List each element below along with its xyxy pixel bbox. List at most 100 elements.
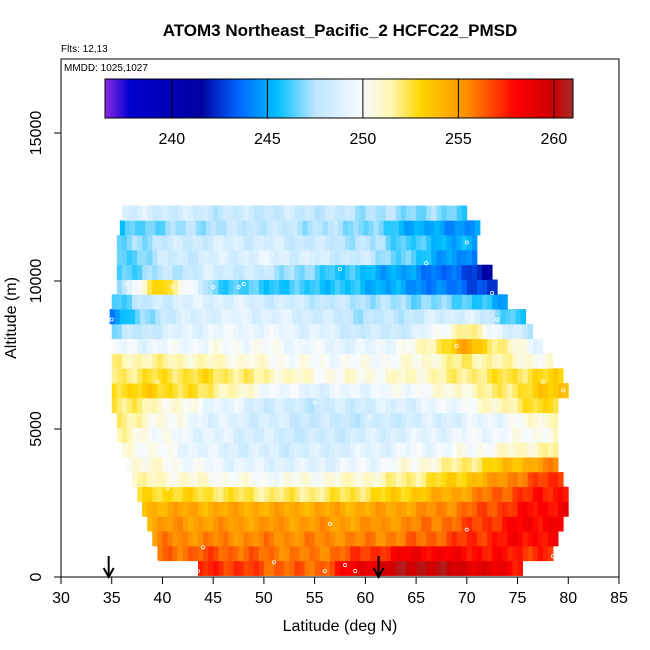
heat-cell: [324, 323, 331, 340]
heat-cell: [142, 442, 148, 458]
heat-cell: [208, 531, 214, 547]
heat-cell: [304, 264, 310, 280]
heat-cell: [299, 279, 305, 295]
heat-cell: [258, 545, 265, 562]
heat-cell: [487, 264, 493, 280]
heat-cell: [233, 235, 239, 251]
heat-cell: [497, 353, 503, 369]
heat-cell: [446, 457, 452, 473]
heat-cell: [482, 457, 488, 473]
heat-cell: [411, 545, 417, 562]
heat-cell: [416, 323, 422, 340]
heat-cell: [248, 427, 255, 443]
heat-cell: [373, 220, 379, 236]
heat-cell: [451, 457, 458, 473]
heat-cell: [340, 338, 346, 354]
heat-cell: [274, 516, 280, 532]
heat-cell: [322, 309, 329, 325]
heat-cell: [142, 397, 148, 414]
heat-cell: [390, 338, 397, 354]
heat-cell: [248, 501, 255, 517]
heat-cell: [177, 442, 184, 458]
x-tick-label: 45: [204, 590, 222, 607]
heat-cell: [461, 264, 468, 280]
heat-cell: [165, 309, 171, 325]
heat-cell: [304, 545, 310, 562]
heat-cell: [553, 397, 559, 414]
heat-cell: [142, 412, 148, 428]
heat-cell: [228, 397, 234, 414]
heat-cell: [319, 368, 326, 384]
heat-cell: [507, 427, 513, 443]
heat-cell: [274, 235, 280, 251]
heat-cell: [142, 427, 148, 443]
heat-cell: [147, 279, 153, 295]
heat-cell: [233, 516, 239, 532]
heat-cell: [213, 457, 219, 473]
heat-cell: [363, 220, 369, 236]
heat-cell: [421, 560, 427, 576]
sample-point: [206, 471, 211, 476]
heat-cell: [248, 353, 255, 369]
heat-cell: [390, 279, 397, 295]
heat-cell: [441, 412, 447, 428]
heat-cell: [456, 294, 463, 310]
heat-cell: [517, 338, 524, 354]
heat-cell: [314, 368, 321, 384]
heat-cell: [345, 412, 351, 428]
heat-cell: [345, 457, 351, 473]
heat-cell: [532, 383, 539, 399]
heat-cell: [187, 205, 194, 221]
heat-cell: [248, 205, 255, 221]
heat-cell: [436, 383, 442, 399]
heat-cell: [289, 368, 295, 384]
heat-cell: [385, 279, 392, 295]
heat-cell: [152, 397, 158, 414]
heat-cell: [167, 516, 173, 532]
heat-cell: [365, 338, 371, 354]
sample-point: [312, 400, 317, 405]
heat-cell: [268, 353, 275, 369]
heat-cell: [121, 383, 128, 399]
heat-cell: [274, 545, 280, 562]
heat-cell: [390, 368, 397, 384]
heat-cell: [329, 205, 336, 221]
heat-cell: [446, 235, 452, 251]
heat-cell: [233, 249, 239, 266]
heat-cell: [487, 383, 493, 399]
heat-cell: [400, 338, 407, 354]
heat-cell: [279, 486, 285, 502]
heat-cell: [345, 294, 351, 310]
heat-cell: [157, 235, 163, 251]
sample-point: [368, 415, 373, 420]
heat-cell: [474, 220, 481, 236]
heat-cell: [370, 264, 376, 280]
heat-cell: [426, 531, 432, 547]
heat-cell: [121, 235, 128, 251]
heat-cell: [243, 560, 250, 576]
heat-cell: [350, 353, 356, 369]
heat-cell: [553, 531, 559, 547]
heat-cell: [284, 235, 290, 251]
heat-cell: [324, 368, 331, 384]
heat-cell: [426, 338, 432, 354]
heat-cell: [132, 397, 138, 414]
heat-cell: [218, 442, 224, 458]
heat-cell: [304, 471, 310, 488]
heat-cell: [192, 205, 199, 221]
heat-cell: [243, 531, 250, 547]
heat-cell: [365, 471, 371, 488]
heat-cell: [527, 457, 534, 473]
heat-cell: [517, 397, 524, 414]
heat-cell: [482, 353, 488, 369]
heat-cell: [360, 560, 366, 576]
heat-cell: [395, 457, 402, 473]
heat-cell: [243, 412, 250, 428]
heat-cell: [334, 338, 341, 354]
heat-cell: [378, 220, 385, 236]
heat-cell: [461, 353, 468, 369]
heat-cell: [197, 383, 204, 399]
colorbar: 240 245 250 255 260: [104, 78, 574, 148]
heat-cell: [177, 501, 184, 517]
heat-cell: [142, 368, 148, 384]
